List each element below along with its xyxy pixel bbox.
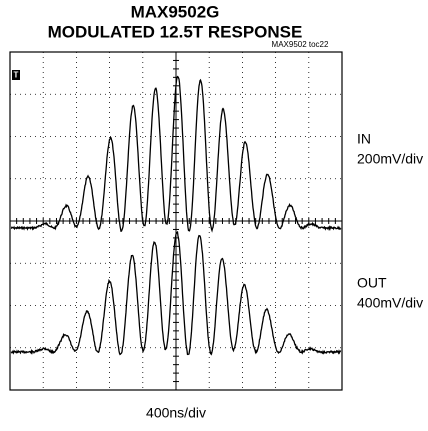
out-trace [10, 230, 342, 356]
trace-scale: 200mV/div [357, 151, 423, 167]
figure-id: MAX9502 toc22 [272, 40, 329, 49]
time-scale: 400ns/div [146, 405, 206, 421]
grid [9, 51, 343, 391]
trigger-marker: T [14, 71, 19, 80]
title: MAX9502G [131, 2, 220, 21]
trace-name: IN [357, 131, 371, 147]
trace-name: OUT [357, 275, 387, 291]
trace-scale: 400mV/div [357, 295, 423, 311]
subtitle: MODULATED 12.5T RESPONSE [48, 22, 303, 41]
trigger-box [12, 70, 20, 80]
in-trace [10, 75, 342, 233]
